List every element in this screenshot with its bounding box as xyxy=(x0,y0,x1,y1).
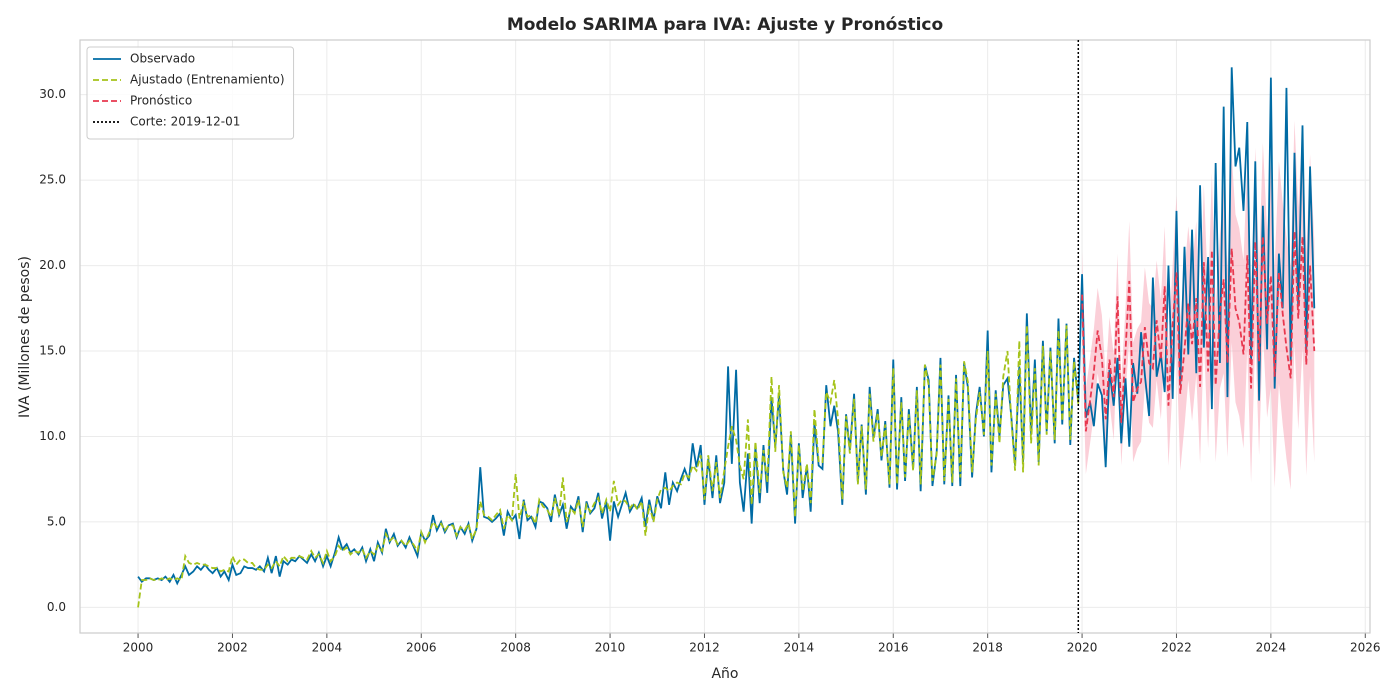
x-tick-label: 2026 xyxy=(1350,641,1381,655)
legend-box xyxy=(86,46,295,140)
y-tick-label: 5.0 xyxy=(47,514,66,528)
plot-frame xyxy=(79,39,1371,634)
legend: Observado Ajustado (Entrenamiento) Pronóst… xyxy=(86,46,295,140)
legend-label: Corte: 2019-12-01 xyxy=(130,115,240,129)
x-tick-label: 2000 xyxy=(123,641,154,655)
y-tick-label: 30.0 xyxy=(39,87,66,101)
x-tick-label: 2016 xyxy=(878,641,909,655)
series-line xyxy=(1081,231,1316,432)
chart-title: Modelo SARIMA para IVA: Ajuste y Pronóst… xyxy=(507,15,943,35)
x-tick-label: 2004 xyxy=(312,641,343,655)
y-tick-label: 0.0 xyxy=(47,600,66,614)
x-tick-label: 2006 xyxy=(406,641,437,655)
x-tick-label: 2022 xyxy=(1161,641,1192,655)
x-tick-label: 2008 xyxy=(500,641,531,655)
y-tick-label: 10.0 xyxy=(39,429,66,443)
x-tick-label: 2002 xyxy=(217,641,248,655)
legend-label: Observado xyxy=(130,52,195,66)
x-tick-label: 2018 xyxy=(972,641,1003,655)
series-line xyxy=(137,67,1316,586)
plot-area xyxy=(137,67,1316,608)
legend-label: Pronóstico xyxy=(130,94,192,108)
y-tick-label: 20.0 xyxy=(39,258,66,272)
series-line xyxy=(137,325,1080,608)
x-tick-label: 2014 xyxy=(784,641,815,655)
y-tick-label: 15.0 xyxy=(39,344,66,358)
legend-label: Ajustado (Entrenamiento) xyxy=(130,73,285,87)
x-tick-label: 2012 xyxy=(689,641,720,655)
x-tick-label: 2020 xyxy=(1067,641,1098,655)
x-tick-label: 2010 xyxy=(595,641,626,655)
y-tick-label: 25.0 xyxy=(39,173,66,187)
x-axis-label: Año xyxy=(711,666,738,682)
y-axis-label: IVA (Millones de pesos) xyxy=(17,256,33,418)
x-tick-label: 2024 xyxy=(1256,641,1287,655)
